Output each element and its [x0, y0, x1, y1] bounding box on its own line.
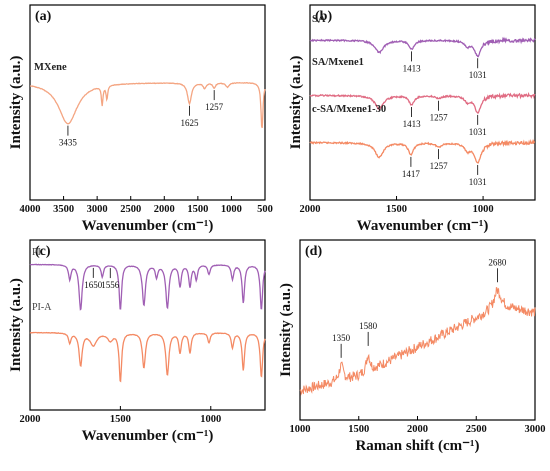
x-tick-label-0-7: 500 — [257, 204, 273, 215]
x-tick-label-0-5: 1500 — [187, 204, 208, 215]
panel-letter-2: (c) — [35, 244, 51, 259]
x-axis-label-2: Wavenumber (cm⁻¹) — [82, 428, 214, 444]
annotation-label-0-1: 1625 — [180, 118, 199, 128]
annotation-label-1-2: 1413 — [403, 119, 422, 129]
x-tick-label-0-0: 4000 — [20, 204, 41, 215]
x-axis-label-3: Raman shift (cm⁻¹) — [355, 438, 479, 454]
series-line-2-1 — [29, 331, 266, 383]
series-line-1-0 — [309, 36, 536, 58]
panel-letter-0: (a) — [35, 9, 52, 24]
series-label-1-0: SA — [312, 14, 326, 25]
plot-frame-2 — [29, 239, 266, 411]
series-line-3-0 — [299, 287, 536, 397]
series-line-1-1 — [309, 91, 536, 114]
panel-letter-1: (b) — [315, 9, 332, 24]
x-tick-label-2-1: 1500 — [110, 414, 131, 425]
plot-frame-0 — [29, 4, 266, 201]
series-label-0-0: MXene — [34, 62, 67, 73]
annotation-label-1-3: 1257 — [430, 113, 449, 123]
series-label-2-1: PI-A — [32, 302, 52, 313]
series-line-1-2 — [309, 138, 535, 164]
x-tick-label-2-0: 2000 — [20, 414, 41, 425]
annotation-label-0-2: 1257 — [205, 102, 224, 112]
x-tick-label-0-3: 2500 — [120, 204, 141, 215]
x-tick-label-3-0: 1000 — [290, 424, 311, 435]
y-axis-label-0: Intensity (a.u.) — [8, 56, 24, 150]
series-line-2-0 — [29, 263, 266, 311]
x-tick-label-1-2: 1000 — [473, 204, 494, 215]
annotation-label-1-5: 1417 — [402, 169, 421, 179]
plot-frame-1 — [309, 4, 536, 201]
x-tick-label-0-2: 3000 — [87, 204, 108, 215]
annotation-label-1-6: 1257 — [430, 161, 449, 171]
y-axis-label-3: Intensity (a.u.) — [278, 283, 294, 377]
series-line-0-0 — [30, 81, 266, 129]
x-tick-label-3-4: 3000 — [525, 424, 546, 435]
series-label-2-0: PI — [32, 247, 41, 258]
series-label-1-1: SA/Mxene1 — [312, 57, 364, 68]
x-axis-label-1: Wavenumber (cm⁻¹) — [357, 218, 489, 234]
y-axis-label-2: Intensity (a.u.) — [8, 278, 24, 372]
x-tick-label-0-4: 2000 — [154, 204, 175, 215]
series-label-1-2: c-SA/Mxene1-30 — [312, 104, 386, 115]
annotation-label-3-1: 1580 — [359, 321, 378, 331]
x-tick-label-0-1: 3500 — [53, 204, 74, 215]
panel-letter-3: (d) — [305, 244, 322, 259]
x-tick-label-2-2: 1000 — [200, 414, 221, 425]
x-tick-label-0-6: 1000 — [221, 204, 242, 215]
x-tick-label-1-1: 1500 — [386, 204, 407, 215]
x-tick-label-1-0: 2000 — [300, 204, 321, 215]
annotation-label-1-1: 1031 — [469, 70, 487, 80]
y-axis-label-1: Intensity (a.u.) — [288, 56, 304, 150]
annotation-label-1-7: 1031 — [469, 177, 487, 187]
annotation-label-1-0: 1413 — [403, 63, 422, 73]
annotation-label-2-0: 1650 — [84, 280, 103, 290]
annotation-label-0-0: 3435 — [59, 138, 78, 148]
x-tick-label-3-3: 2500 — [466, 424, 487, 435]
x-tick-label-3-1: 1500 — [348, 424, 369, 435]
annotation-label-3-2: 2680 — [488, 257, 507, 267]
x-axis-label-0: Wavenumber (cm⁻¹) — [82, 218, 214, 234]
x-tick-label-3-2: 2000 — [407, 424, 428, 435]
annotation-label-3-0: 1350 — [332, 333, 351, 343]
annotation-label-1-4: 1031 — [469, 127, 487, 137]
annotation-label-2-1: 1556 — [101, 280, 120, 290]
